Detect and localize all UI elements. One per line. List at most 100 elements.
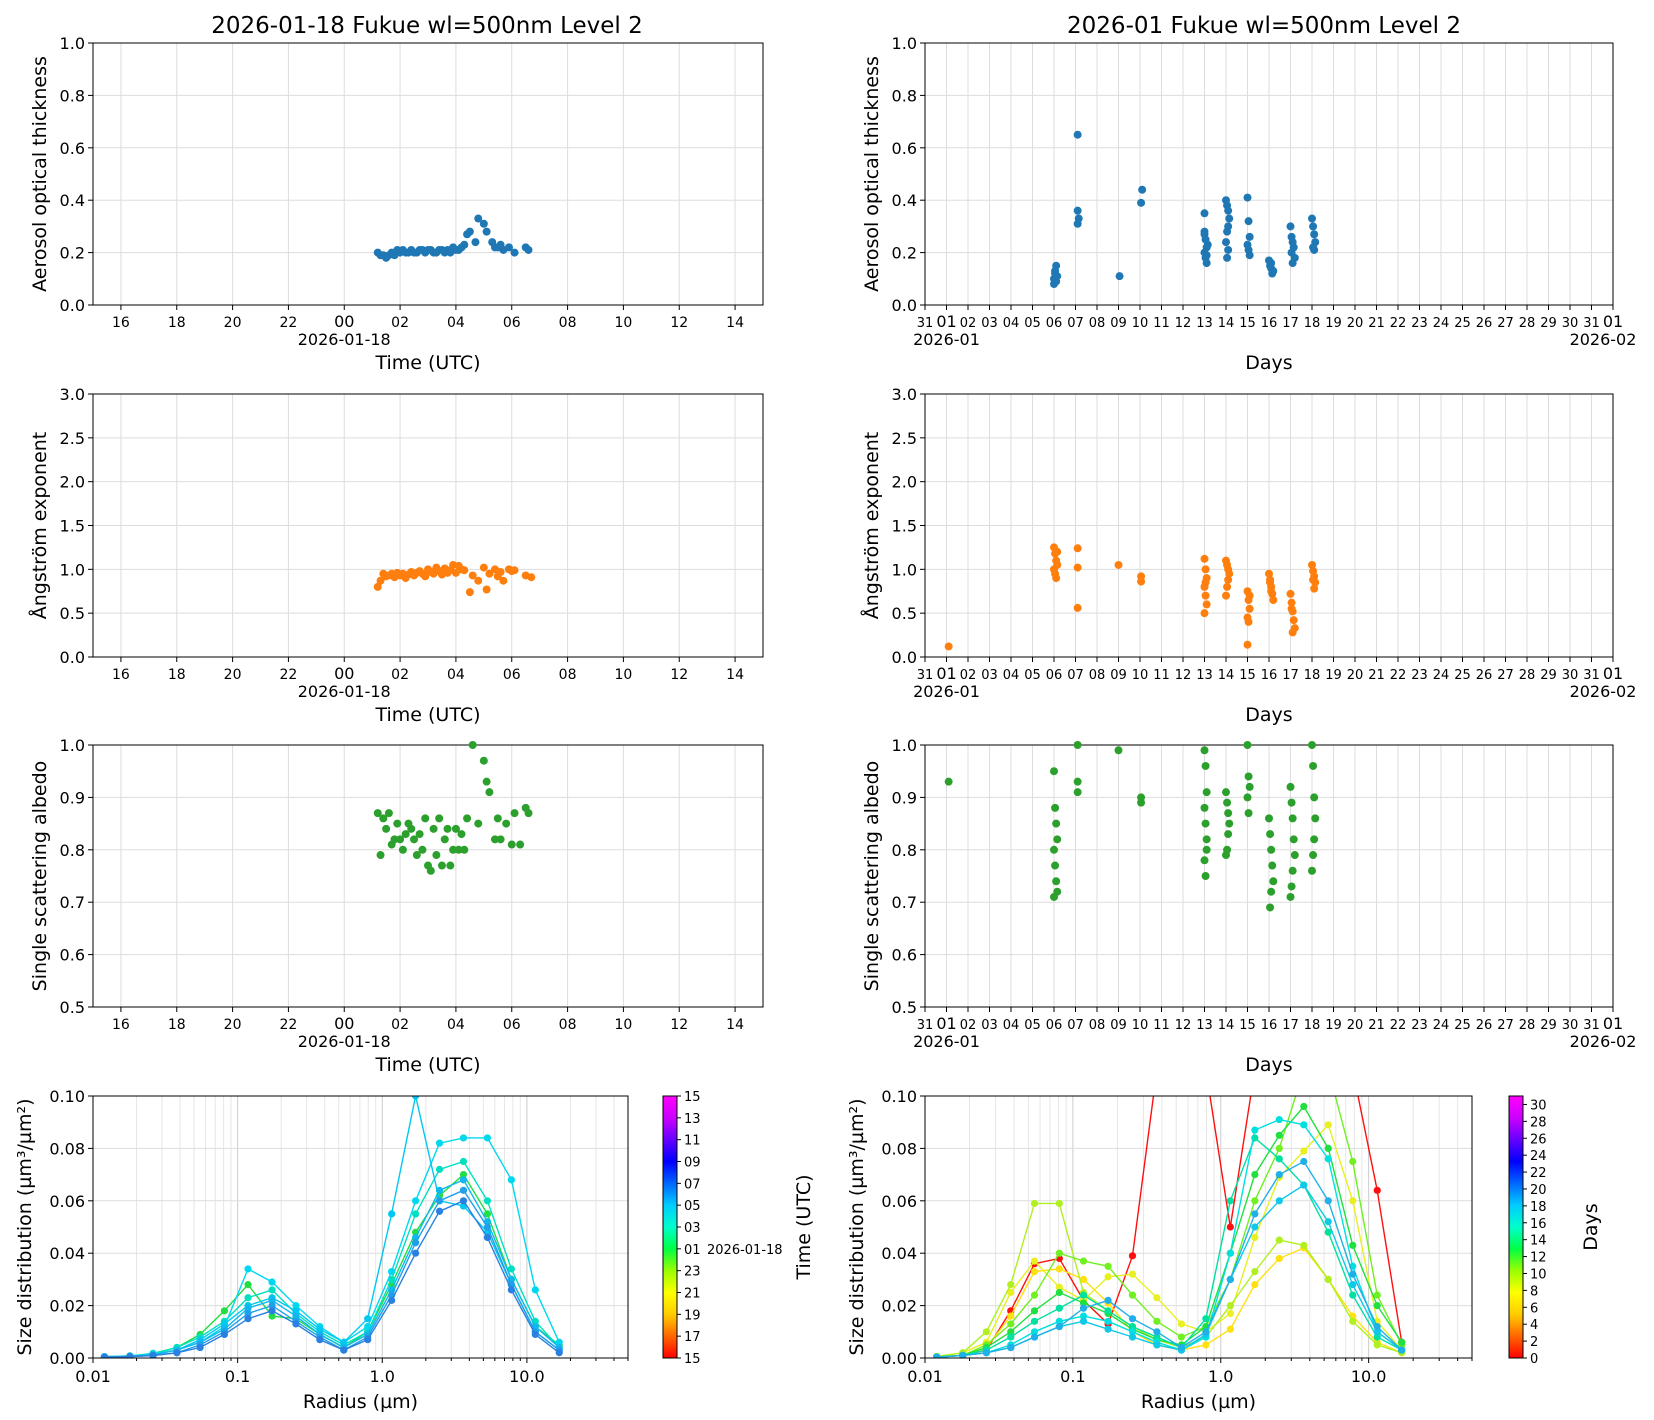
x-tick-label: 20 — [1347, 316, 1364, 331]
x-tick-label: 31 — [917, 316, 934, 331]
x-tick-label: 14 — [726, 1017, 744, 1033]
series-marker — [412, 1197, 420, 1205]
x-tick-label: 12 — [670, 1017, 688, 1033]
series-marker — [292, 1307, 300, 1315]
x-tick-label: 22 — [1390, 316, 1407, 331]
y-tick-label: 0.6 — [892, 946, 917, 965]
data-point — [516, 840, 525, 849]
x-tick-label: 01 — [1603, 312, 1623, 331]
y-tick-label: 0.04 — [49, 1244, 85, 1263]
data-point — [1308, 560, 1316, 569]
data-point — [421, 814, 430, 823]
data-point — [379, 814, 388, 823]
data-point — [1286, 222, 1295, 231]
data-point — [1245, 782, 1254, 791]
y-tick-label: 0.0 — [892, 648, 917, 667]
data-point — [1266, 903, 1275, 912]
x-tick-label: 06 — [1046, 668, 1063, 683]
series-marker — [292, 1312, 300, 1320]
x-tick-label: 00 — [334, 1014, 354, 1033]
data-point — [1051, 266, 1060, 275]
colorbar — [1508, 1095, 1524, 1359]
series-marker — [1275, 1115, 1283, 1124]
x-tick-label: 20 — [224, 667, 242, 683]
x-tick-label: 02 — [391, 1017, 409, 1033]
x-tick-label: 31 — [1583, 316, 1600, 331]
series-marker — [1055, 1317, 1063, 1325]
series-marker — [483, 1134, 492, 1142]
x-tick-label: 15 — [1239, 316, 1256, 331]
colorbar-tick-label: 19 — [684, 1308, 701, 1323]
series-marker — [1104, 1317, 1112, 1325]
x-tick-label: 31 — [917, 668, 934, 683]
data-point — [1053, 835, 1062, 844]
data-point — [1224, 809, 1233, 818]
data-point — [1050, 767, 1058, 776]
series-marker — [1079, 1304, 1088, 1312]
data-point — [373, 582, 382, 591]
axes-frame — [92, 393, 764, 658]
x-tick-label: 22 — [280, 315, 298, 331]
x-tick-label: 04 — [1003, 668, 1020, 683]
x-tick-label: 08 — [1089, 668, 1106, 683]
series-marker — [1324, 1275, 1332, 1283]
series-marker — [483, 1223, 492, 1231]
x-tick-label: 11 — [1153, 668, 1170, 683]
x-tick-label: 10 — [1132, 1018, 1149, 1033]
series-marker — [1153, 1328, 1161, 1336]
series-marker — [1275, 1131, 1283, 1139]
series-marker — [1128, 1322, 1137, 1331]
x-tick-label: 28 — [1519, 1018, 1536, 1033]
x-tick-label: 04 — [447, 1017, 465, 1033]
data-point — [393, 819, 402, 828]
y-tick-label: 0.8 — [892, 841, 917, 860]
x-tick-label: 23 — [1411, 1018, 1428, 1033]
data-point — [1225, 819, 1234, 828]
colorbar-tick-label: 17 — [684, 1330, 701, 1345]
series-marker — [1325, 1066, 1332, 1073]
y-tick-label: 0.5 — [892, 998, 917, 1017]
series-marker — [933, 1353, 941, 1358]
x-tick-label: 16 — [1261, 316, 1278, 331]
y-tick-label: 0.2 — [892, 244, 917, 263]
data-point — [1287, 798, 1296, 807]
x-tick-label: 21 — [1368, 1018, 1385, 1033]
series-marker — [1251, 1223, 1259, 1231]
data-point — [1201, 872, 1210, 880]
series-marker — [1128, 1315, 1137, 1323]
y-tick-label: 0.4 — [892, 191, 917, 210]
x-tick-label: 13 — [1196, 316, 1213, 331]
x-tick-label: 14 — [1218, 668, 1235, 683]
x-tick-label: 12 — [670, 315, 688, 331]
data-point — [1223, 227, 1232, 236]
x-tick-label: 22 — [280, 667, 298, 683]
data-point — [1202, 845, 1211, 854]
series-marker — [1300, 1066, 1307, 1073]
x-tick-label: 07 — [1067, 1018, 1084, 1033]
series-marker — [1007, 1328, 1015, 1336]
series-marker — [1300, 1066, 1307, 1073]
colorbar-tick-label: 07 — [684, 1177, 701, 1192]
x-tick-label: 18 — [1304, 316, 1321, 331]
series-marker — [1300, 1157, 1308, 1166]
data-point — [1287, 882, 1296, 891]
series-marker — [1373, 1291, 1381, 1299]
data-point — [1073, 741, 1082, 749]
series-marker — [126, 1353, 134, 1358]
series-marker — [1104, 1325, 1112, 1333]
data-point — [482, 227, 491, 236]
data-point — [502, 819, 511, 828]
y-tick-label: 0.5 — [60, 998, 85, 1017]
x-date-label: 2026-01-18 — [298, 682, 391, 701]
x-tick-label: 14 — [726, 667, 744, 683]
data-point — [479, 563, 488, 572]
data-point — [1202, 259, 1211, 268]
x-tick-label: 08 — [1089, 1018, 1106, 1033]
data-point — [1073, 130, 1082, 139]
data-point — [524, 809, 533, 818]
x-tick-label: 09 — [1110, 1018, 1127, 1033]
series-marker — [1251, 1281, 1259, 1289]
data-point — [1114, 560, 1123, 569]
data-point — [1289, 616, 1298, 625]
series-marker — [1275, 1144, 1283, 1152]
